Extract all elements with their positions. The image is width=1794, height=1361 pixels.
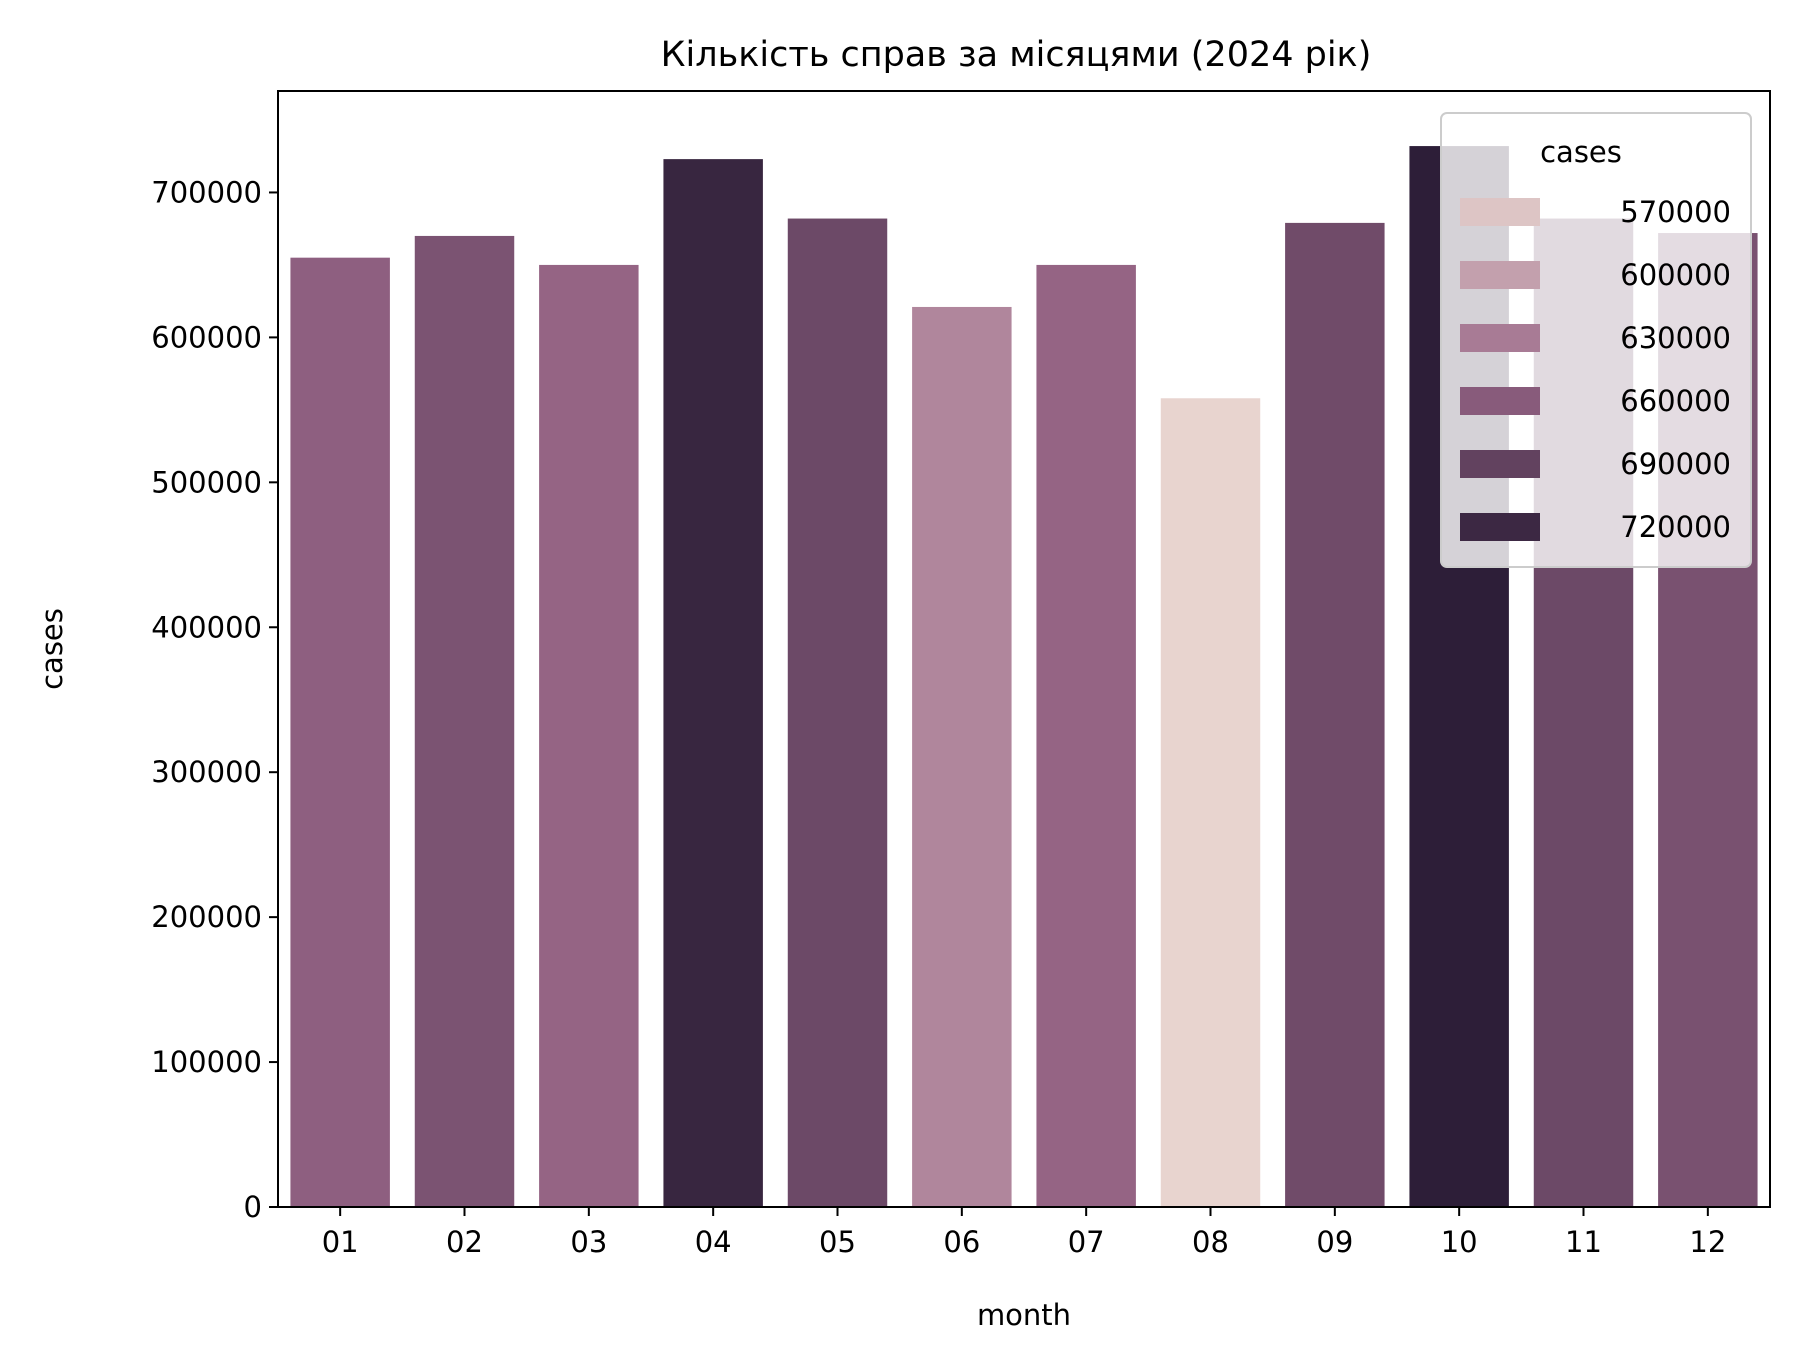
bar-03 [539,264,639,1207]
x-tick-label: 09 [1316,1225,1353,1259]
legend-swatch [1460,324,1540,352]
legend-swatch [1460,261,1540,289]
bar-01 [290,257,390,1208]
legend-label: 570000 [1620,195,1731,229]
bars-group [290,146,1758,1208]
x-axis: 01 02 03 04 05 06 07 08 09 10 11 12 [322,1207,1726,1259]
legend-swatch [1460,450,1540,478]
bar-06 [912,306,1012,1207]
x-tick-label: 10 [1441,1225,1478,1259]
x-axis-label: month [977,1298,1071,1332]
y-tick-label: 400000 [151,610,262,644]
x-tick-label: 04 [695,1225,732,1259]
x-tick-label: 05 [819,1225,856,1259]
y-tick-label: 200000 [151,900,262,934]
bar-07 [1036,264,1136,1207]
legend-swatch [1460,198,1540,226]
legend-label: 660000 [1620,384,1731,418]
y-axis-label: cases [35,608,69,690]
legend-swatch [1460,387,1540,415]
legend-title: cases [1540,135,1622,169]
y-tick-label: 600000 [151,320,262,354]
y-tick-label: 500000 [151,465,262,499]
x-tick-label: 12 [1689,1225,1726,1259]
x-tick-label: 11 [1565,1225,1602,1259]
plot-frame [277,90,1771,1208]
y-tick-label: 100000 [151,1045,262,1079]
legend-label: 690000 [1620,447,1731,481]
x-tick-label: 02 [446,1225,483,1259]
y-tick-label: 300000 [151,755,262,789]
x-tick-label: 06 [943,1225,980,1259]
y-axis: 0 100000 200000 300000 400000 500000 600000 700… [151,175,278,1224]
y-tick-label: 700000 [151,175,262,209]
legend: cases 570000 600000 630000 660000 690000 7200… [1440,112,1752,568]
bar-05 [787,218,888,1208]
x-tick-label: 07 [1068,1225,1105,1259]
bar-09 [1285,222,1385,1207]
bar-02 [414,235,515,1207]
legend-label: 600000 [1620,258,1731,292]
x-tick-label: 08 [1192,1225,1229,1259]
bar-04 [663,159,763,1207]
legend-swatch [1460,513,1540,541]
chart-title: Кількість справ за місяцями (2024 рік) [661,35,1372,75]
legend-label: 720000 [1620,510,1731,544]
y-tick-label: 0 [244,1190,262,1224]
bar-08 [1160,398,1261,1207]
x-tick-label: 01 [322,1225,359,1259]
legend-label: 630000 [1620,321,1731,355]
x-tick-label: 03 [570,1225,607,1259]
